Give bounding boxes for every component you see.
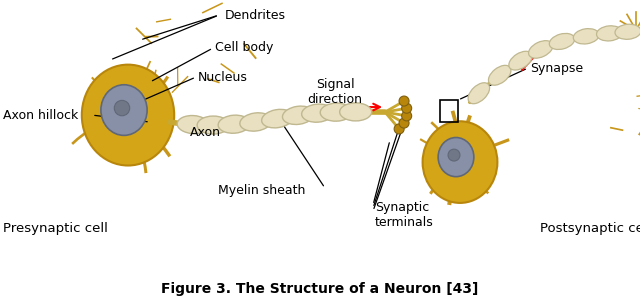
Ellipse shape <box>82 65 174 165</box>
Ellipse shape <box>240 113 271 131</box>
Ellipse shape <box>573 29 599 44</box>
Ellipse shape <box>448 149 460 161</box>
Ellipse shape <box>301 104 333 122</box>
Text: Nucleus: Nucleus <box>198 71 248 84</box>
Ellipse shape <box>615 24 640 39</box>
Circle shape <box>402 111 412 121</box>
Text: Axon: Axon <box>190 126 221 138</box>
Text: Cell body: Cell body <box>215 41 273 53</box>
Ellipse shape <box>115 100 130 116</box>
Ellipse shape <box>320 103 352 121</box>
Ellipse shape <box>529 41 553 58</box>
Ellipse shape <box>218 115 250 133</box>
Ellipse shape <box>422 121 497 203</box>
Text: Myelin sheath: Myelin sheath <box>218 184 305 196</box>
Text: Axon hillock: Axon hillock <box>3 109 78 122</box>
Text: Postsynaptic cell: Postsynaptic cell <box>540 222 640 235</box>
Text: Figure 3. The Structure of a Neuron [43]: Figure 3. The Structure of a Neuron [43] <box>161 282 479 296</box>
Text: Signal
direction: Signal direction <box>307 78 362 106</box>
Text: Synaptic
terminals: Synaptic terminals <box>375 201 434 229</box>
Ellipse shape <box>282 106 314 125</box>
Ellipse shape <box>596 26 623 41</box>
Ellipse shape <box>488 65 511 85</box>
Text: Dendrites: Dendrites <box>225 9 286 21</box>
Ellipse shape <box>262 109 293 128</box>
Circle shape <box>399 118 409 128</box>
Circle shape <box>399 96 409 106</box>
Ellipse shape <box>197 116 229 134</box>
Ellipse shape <box>177 115 209 134</box>
Circle shape <box>402 103 412 113</box>
Ellipse shape <box>340 103 372 121</box>
Circle shape <box>394 124 404 134</box>
Ellipse shape <box>438 138 474 177</box>
Text: Synapse: Synapse <box>530 61 583 75</box>
Ellipse shape <box>549 33 575 49</box>
Text: Presynaptic cell: Presynaptic cell <box>3 222 108 235</box>
Ellipse shape <box>468 83 490 104</box>
Ellipse shape <box>509 51 532 70</box>
Ellipse shape <box>101 85 147 135</box>
